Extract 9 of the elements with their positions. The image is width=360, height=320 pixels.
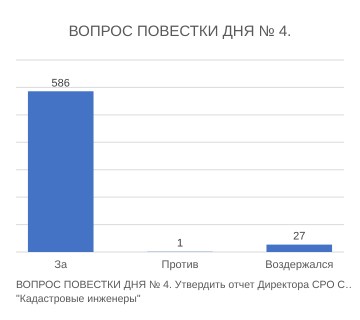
- data-label: 1: [176, 238, 184, 250]
- x-tick-label: Против: [162, 259, 199, 271]
- x-tick-label: Воздержался: [265, 259, 334, 271]
- data-label: 586: [52, 77, 70, 90]
- x-tick-label: За: [54, 259, 68, 271]
- text: "Кадастровые инженеры": [16, 293, 141, 305]
- text: ВОПРОС ПОВЕСТКИ ДНЯ № 4. Утвердить отчет Директора СРО С…: [16, 279, 356, 291]
- chart-title: ВОПРОС ПОВЕСТКИ ДНЯ № 4.: [68, 23, 292, 40]
- data-label: 27: [293, 230, 306, 243]
